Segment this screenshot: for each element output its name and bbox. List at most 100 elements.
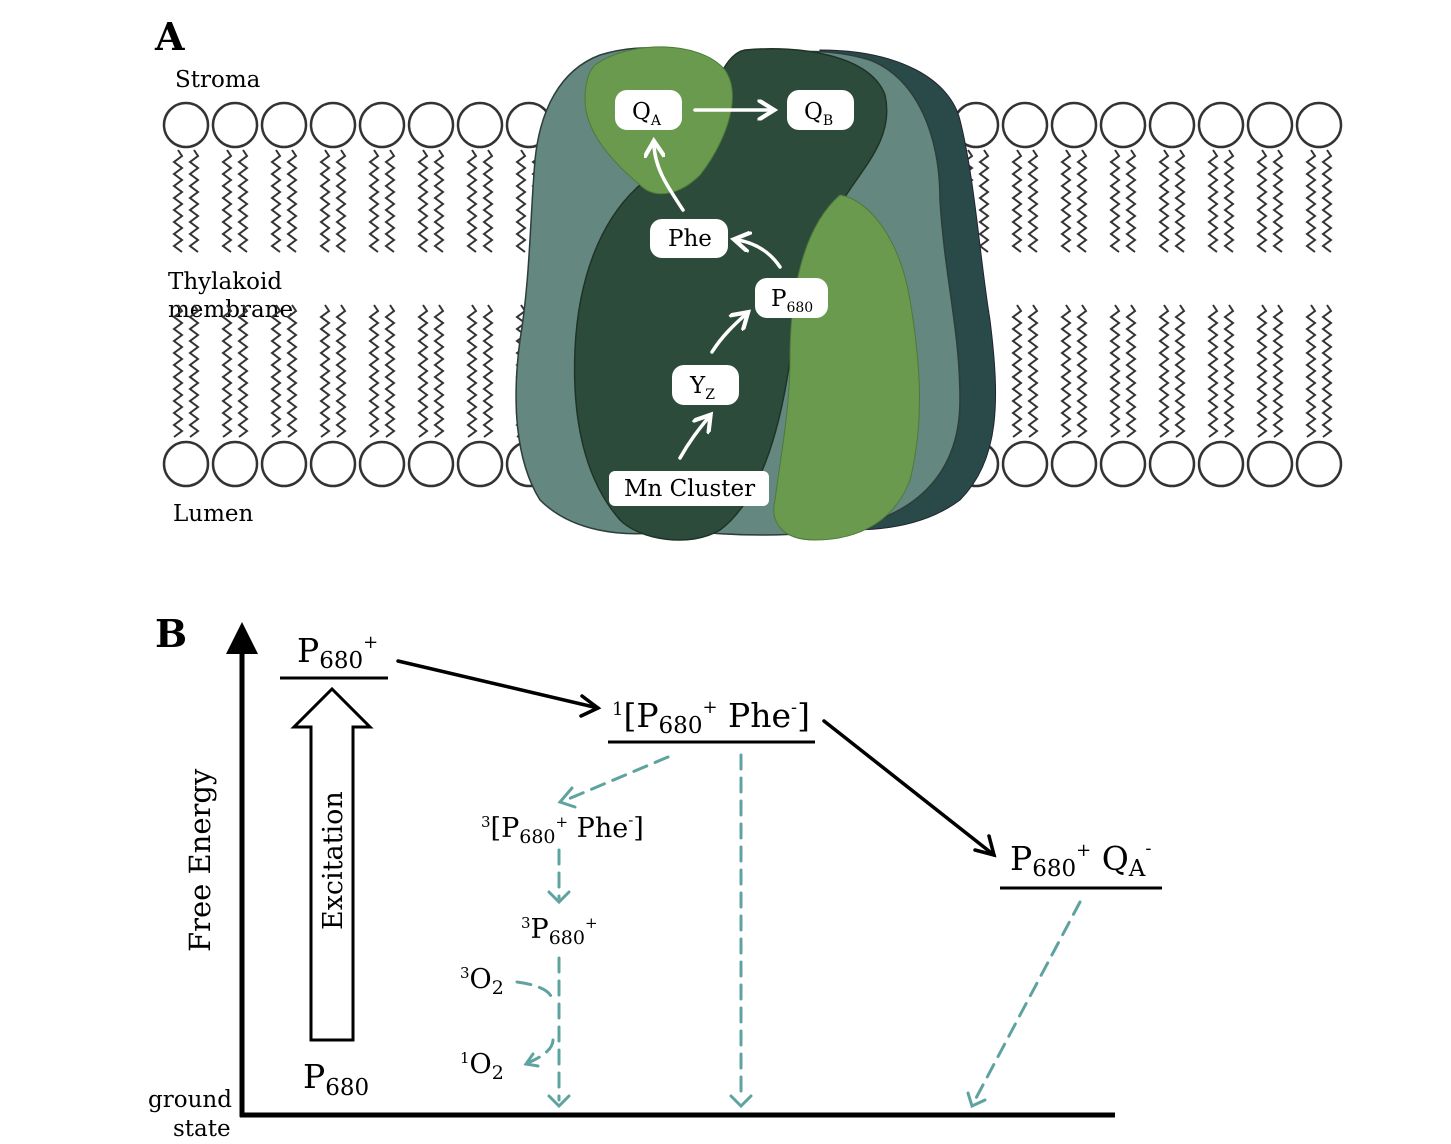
lipid-tail (1158, 304, 1170, 438)
p680-sub: 680 (786, 300, 813, 316)
lipid-head (1050, 101, 1098, 149)
lipid-tail (417, 304, 429, 438)
lipid-tail (286, 149, 298, 253)
panel-a-letter: A (154, 14, 185, 59)
lipid-tail (417, 149, 429, 253)
cofactor-qa-pill: QA (615, 90, 682, 130)
panel-b-letter: B (155, 611, 187, 656)
lipid-head (1001, 440, 1049, 488)
arrow-mn-to-yz (678, 418, 708, 460)
lipid-head (1295, 101, 1343, 149)
ground-label-line1: ground (148, 1087, 232, 1113)
lipid-tail (172, 149, 184, 253)
lipid-head (407, 440, 455, 488)
decay-transitions (515, 753, 1082, 1102)
lipid-tail (1305, 149, 1317, 253)
lipid-tail (368, 149, 380, 253)
lipid-tail (221, 149, 233, 253)
head-o2-singlet (523, 1052, 540, 1068)
cofactor-mn-pill: Mn Cluster (609, 471, 769, 506)
lipid-tail (1125, 149, 1137, 253)
lipid-head (1148, 101, 1196, 149)
lipid-tail (1060, 304, 1072, 438)
cofactor-yz-pill: YZ (672, 365, 739, 405)
stroma-label: Stroma (175, 67, 261, 93)
head-qa-to-ground (966, 1091, 987, 1109)
lipid-tail (335, 149, 347, 253)
lipid-tail (978, 149, 990, 253)
thylakoid-label-line1: Thylakoid (168, 269, 282, 295)
lipid-tail (237, 149, 249, 253)
cofactor-p680-pill: P680 (755, 278, 828, 318)
lipid-head (162, 440, 210, 488)
lipid-tail (1223, 304, 1235, 438)
lipid-tail (286, 304, 298, 438)
state-p680-plus: P680+ (297, 631, 378, 674)
lipid-head (1099, 440, 1147, 488)
dash-o2-singlet-out (528, 1038, 555, 1064)
lipid-head (358, 440, 406, 488)
head-pair-to-ground (729, 1094, 753, 1109)
lipid-tail (1158, 149, 1170, 253)
free-energy-label: Free Energy (183, 768, 217, 952)
dash-o2-triplet-in (515, 980, 554, 1002)
phe-label: Phe (668, 226, 712, 252)
lipid-tail (1207, 304, 1219, 438)
state-singlet-pair: 1[P680+ Phe-] (612, 696, 810, 739)
lipid-tail (1027, 304, 1039, 438)
svg-text:P680: P680 (771, 286, 813, 316)
lipid-head (1246, 440, 1294, 488)
state-triplet-p680: 3P680+ (521, 914, 598, 949)
arrowhead-pair-to-qa (973, 834, 997, 858)
lipid-head (1197, 440, 1245, 488)
electron-transfer-arrows (654, 110, 782, 460)
lipid-head (162, 101, 210, 149)
mn-label: Mn Cluster (624, 476, 755, 502)
lipid-tail (1125, 304, 1137, 438)
svg-text:QA: QA (632, 99, 662, 129)
lipid-head (211, 101, 259, 149)
lipid-head (407, 101, 455, 149)
lipid-tail (1272, 304, 1284, 438)
decay-arrowheads (523, 786, 987, 1109)
lipid-head (260, 101, 308, 149)
lipid-head (358, 101, 406, 149)
excitation-label: Excitation (318, 791, 349, 930)
lipid-tail (1174, 149, 1186, 253)
qb-sub: B (823, 113, 833, 129)
lipid-tail (1321, 304, 1333, 438)
lipid-tail (1174, 304, 1186, 438)
lipid-tail (433, 149, 445, 253)
dash-pair-to-triplet (564, 755, 670, 802)
head-pair-to-triplet (557, 786, 577, 809)
lipid-tail (482, 304, 494, 438)
lipid-head (1001, 101, 1049, 149)
yz-sub: Z (705, 387, 715, 403)
state-triplet-oxygen: 3O2 (460, 964, 504, 999)
forward-transitions (396, 659, 997, 858)
lipid-tail (172, 304, 184, 438)
arrow-pair-to-qa (822, 719, 996, 857)
ground-label-line2: state (173, 1116, 231, 1142)
lipid-tail (466, 149, 478, 253)
cofactor-qb-pill: QB (787, 90, 854, 130)
photosystem-ii-complex (515, 46, 997, 541)
head-triplet-to-tp680 (547, 890, 571, 905)
lipid-tail (1223, 149, 1235, 253)
lipid-head (1246, 101, 1294, 149)
dash-qa-to-ground (973, 900, 1082, 1102)
p680-main: P (771, 286, 786, 312)
cofactor-phe-pill: Phe (650, 219, 728, 258)
lipid-head (1099, 101, 1147, 149)
excitation-arrow (290, 686, 374, 1042)
lipid-tail (188, 149, 200, 253)
lipid-head (1148, 440, 1196, 488)
lipid-head (309, 101, 357, 149)
arrowhead-p680plus-to-pair (579, 694, 602, 718)
lipid-head (260, 440, 308, 488)
lipid-tail (1011, 149, 1023, 253)
lipid-tail (319, 304, 331, 438)
lipid-head (309, 440, 357, 488)
lipid-bilayer (162, 101, 1343, 488)
